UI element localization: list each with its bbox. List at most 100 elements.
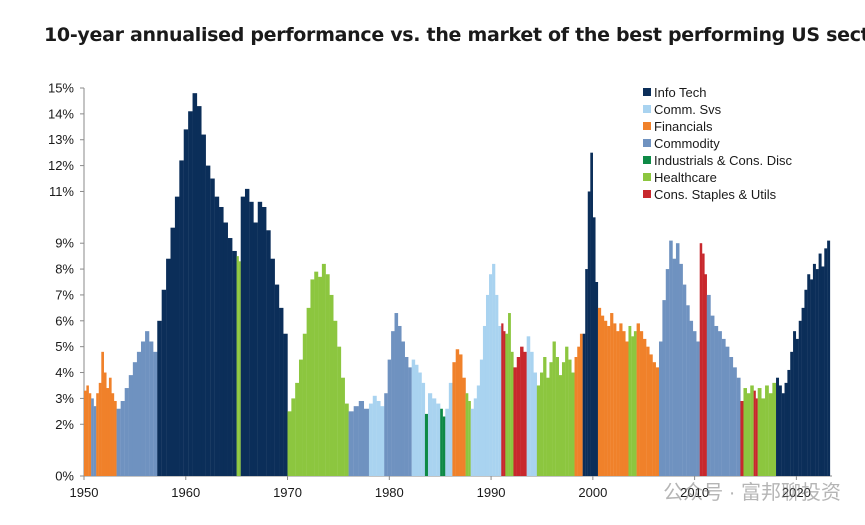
bar — [523, 351, 527, 476]
bar — [210, 178, 215, 476]
bar — [325, 274, 330, 476]
bar — [810, 279, 814, 476]
bar — [445, 408, 449, 476]
bar — [153, 351, 158, 476]
bar — [106, 388, 110, 476]
y-tick-label: 12% — [48, 158, 74, 173]
bar — [558, 375, 563, 476]
bar — [619, 323, 623, 476]
bar — [170, 227, 176, 476]
bar — [503, 331, 506, 476]
bar — [240, 196, 246, 476]
bar — [468, 400, 471, 476]
bar — [755, 398, 758, 476]
bar — [610, 313, 614, 476]
bar — [401, 341, 405, 476]
bar — [279, 307, 284, 476]
y-tick-label: 11% — [49, 184, 74, 199]
legend-swatch — [643, 139, 651, 147]
bar — [84, 390, 87, 476]
bar — [442, 416, 446, 476]
bar — [495, 294, 499, 476]
bar — [501, 323, 504, 476]
bar — [571, 372, 575, 476]
chart-title: 10-year annualised performance vs. the m… — [44, 24, 865, 46]
bar — [798, 320, 802, 476]
bar — [482, 325, 487, 476]
bar — [101, 351, 104, 476]
bar — [489, 274, 493, 476]
bar — [238, 261, 241, 476]
bar — [333, 320, 338, 476]
bar — [96, 393, 99, 476]
legend-swatch — [643, 105, 651, 113]
bar — [295, 382, 300, 476]
bar — [249, 201, 254, 476]
bar — [793, 331, 797, 476]
bar — [577, 346, 581, 476]
bar — [266, 230, 271, 476]
bar — [736, 377, 741, 476]
bar — [253, 222, 258, 476]
legend-swatch — [643, 88, 651, 96]
bar — [270, 258, 275, 476]
bar — [492, 263, 496, 476]
bar — [174, 196, 180, 476]
bar — [257, 201, 263, 476]
bar — [116, 408, 121, 476]
bar — [179, 160, 184, 476]
bar — [790, 351, 794, 476]
bar — [262, 206, 267, 477]
bar — [597, 307, 602, 476]
y-tick-label: 2% — [55, 417, 74, 432]
bar — [710, 315, 715, 476]
x-tick-label: 1990 — [477, 485, 506, 500]
bar — [704, 274, 707, 476]
bar — [696, 341, 700, 476]
bar — [740, 400, 744, 476]
bar — [613, 323, 617, 476]
bar — [761, 398, 766, 476]
bar — [397, 325, 402, 476]
bar — [655, 367, 660, 476]
bar — [166, 258, 171, 476]
bar — [520, 346, 524, 476]
bar — [128, 375, 133, 476]
bar — [633, 331, 637, 476]
x-axis-ticks: 1950 1960 1970 1980 1990 2000 2010 2020 — [70, 476, 811, 500]
bar — [124, 388, 129, 476]
bar — [86, 385, 89, 476]
bar — [232, 250, 237, 476]
bar — [485, 294, 490, 476]
bar — [470, 408, 474, 476]
bar — [616, 331, 620, 476]
y-tick-label: 15% — [48, 81, 74, 96]
bar — [394, 313, 399, 476]
bar — [387, 359, 392, 476]
bar — [314, 271, 319, 476]
legend-swatch — [643, 173, 651, 181]
bar — [479, 359, 484, 476]
bar — [649, 354, 653, 476]
bar — [555, 357, 559, 476]
bar — [827, 240, 831, 476]
bar — [540, 372, 544, 476]
chart-bars — [84, 93, 831, 477]
bar — [582, 333, 586, 476]
bar — [157, 320, 162, 476]
bar — [459, 354, 463, 476]
bar — [592, 217, 596, 476]
bar — [196, 106, 202, 477]
legend-swatch — [643, 122, 651, 130]
bar — [358, 400, 365, 476]
bar — [818, 253, 822, 476]
bar — [448, 382, 453, 476]
bar — [88, 393, 92, 476]
bar — [391, 331, 395, 476]
legend-label: Healthcare — [654, 170, 717, 185]
bar — [421, 382, 426, 476]
bar — [91, 398, 94, 476]
bar — [536, 385, 541, 476]
